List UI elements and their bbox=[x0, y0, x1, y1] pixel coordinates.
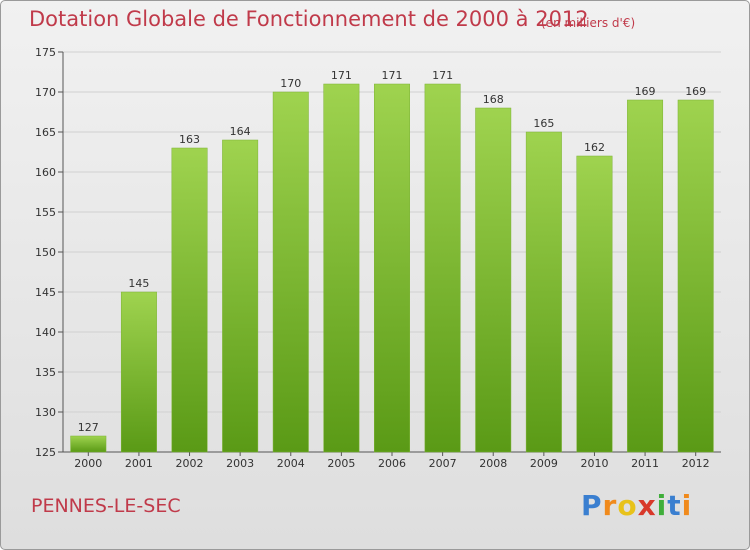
x-tick-label-2008: 2008 bbox=[479, 457, 507, 470]
proxiti-logo: Proxiti bbox=[581, 489, 693, 522]
data-label-2006: 171 bbox=[382, 69, 403, 82]
data-label-2011: 169 bbox=[635, 85, 656, 98]
bar-2012 bbox=[677, 99, 714, 453]
x-tick-label-2000: 2000 bbox=[74, 457, 102, 470]
data-label-2012: 169 bbox=[685, 85, 706, 98]
bar-2004 bbox=[272, 91, 309, 453]
bar-2000 bbox=[70, 435, 107, 453]
bar-2003 bbox=[222, 139, 259, 453]
y-tick-label: 130 bbox=[35, 406, 56, 419]
chart-title: Dotation Globale de Fonctionnement de 20… bbox=[29, 7, 589, 31]
data-label-2004: 170 bbox=[280, 77, 301, 90]
bars bbox=[70, 83, 714, 453]
bar-2002 bbox=[171, 147, 208, 453]
data-label-2007: 171 bbox=[432, 69, 453, 82]
y-tick-label: 175 bbox=[35, 46, 56, 59]
x-tick-label-2001: 2001 bbox=[125, 457, 153, 470]
y-tick-label: 150 bbox=[35, 246, 56, 259]
data-label-2002: 163 bbox=[179, 133, 200, 146]
data-label-2003: 164 bbox=[230, 125, 251, 138]
data-label-2009: 165 bbox=[533, 117, 554, 130]
y-tick-label: 155 bbox=[35, 206, 56, 219]
y-tick-label: 140 bbox=[35, 326, 56, 339]
data-label-2001: 145 bbox=[128, 277, 149, 290]
y-tick-label: 135 bbox=[35, 366, 56, 379]
y-tick-label: 160 bbox=[35, 166, 56, 179]
x-tick-label-2011: 2011 bbox=[631, 457, 659, 470]
bar-2007 bbox=[424, 83, 461, 453]
bar-2001 bbox=[120, 291, 157, 453]
x-tick-label-2007: 2007 bbox=[429, 457, 457, 470]
y-tick-label: 125 bbox=[35, 446, 56, 459]
x-tick-label-2003: 2003 bbox=[226, 457, 254, 470]
data-label-2005: 171 bbox=[331, 69, 352, 82]
x-tick-label-2010: 2010 bbox=[580, 457, 608, 470]
bar-2011 bbox=[627, 99, 664, 453]
y-tick-label: 165 bbox=[35, 126, 56, 139]
data-label-2010: 162 bbox=[584, 141, 605, 154]
labels: 127 2000 145 2001 163 2002 164 2003 170 2004 171 20… bbox=[74, 69, 709, 470]
x-tick-label-2005: 2005 bbox=[327, 457, 355, 470]
bar-2009 bbox=[525, 131, 562, 453]
x-tick-label-2012: 2012 bbox=[682, 457, 710, 470]
bar-2010 bbox=[576, 155, 613, 453]
x-tick-label-2002: 2002 bbox=[176, 457, 204, 470]
bar-2008 bbox=[475, 107, 512, 453]
y-tick-label: 145 bbox=[35, 286, 56, 299]
data-label-2000: 127 bbox=[78, 421, 99, 434]
data-label-2008: 168 bbox=[483, 93, 504, 106]
chart-unit-note: (en milliers d'€) bbox=[541, 16, 636, 30]
y-tick-label: 170 bbox=[35, 86, 56, 99]
x-tick-label-2004: 2004 bbox=[277, 457, 305, 470]
bar-2005 bbox=[323, 83, 360, 453]
bar-2006 bbox=[374, 83, 410, 453]
commune-name: PENNES-LE-SEC bbox=[31, 495, 181, 517]
x-tick-label-2006: 2006 bbox=[378, 457, 406, 470]
x-tick-label-2009: 2009 bbox=[530, 457, 558, 470]
